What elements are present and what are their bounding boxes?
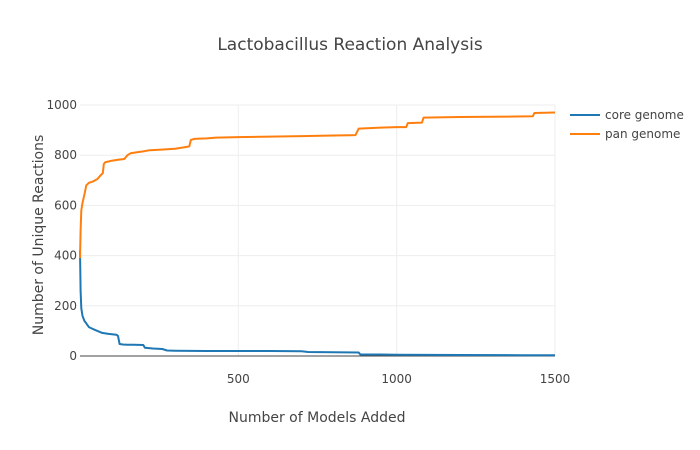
- y-tick-label: 600: [54, 198, 77, 212]
- tick-labels: 500 1000 1500 0 200 400 600 800 1000: [46, 98, 570, 386]
- x-tick-label: 1500: [540, 372, 571, 386]
- legend: core genome pan genome: [570, 108, 684, 141]
- legend-label-pan-genome: pan genome: [605, 127, 680, 141]
- series-line-pan-genome[interactable]: [79, 111, 556, 259]
- x-tick-label: 500: [227, 372, 250, 386]
- legend-item-pan-genome[interactable]: pan genome: [570, 127, 680, 141]
- legend-label-core-genome: core genome: [605, 108, 684, 122]
- x-tick-label: 1000: [381, 372, 412, 386]
- grid: [80, 104, 556, 357]
- y-tick-label: 0: [69, 349, 77, 363]
- y-tick-label: 200: [54, 299, 77, 313]
- y-tick-label: 800: [54, 148, 77, 162]
- chart-title: Lactobacillus Reaction Analysis: [217, 35, 482, 55]
- series-line-core-genome[interactable]: [79, 250, 555, 357]
- x-axis-title: Number of Models Added: [228, 410, 405, 426]
- y-tick-label: 400: [54, 249, 77, 263]
- y-axis-title: Number of Unique Reactions: [31, 135, 47, 336]
- y-tick-label: 1000: [46, 98, 77, 112]
- series-group: [79, 111, 556, 357]
- legend-item-core-genome[interactable]: core genome: [570, 108, 684, 122]
